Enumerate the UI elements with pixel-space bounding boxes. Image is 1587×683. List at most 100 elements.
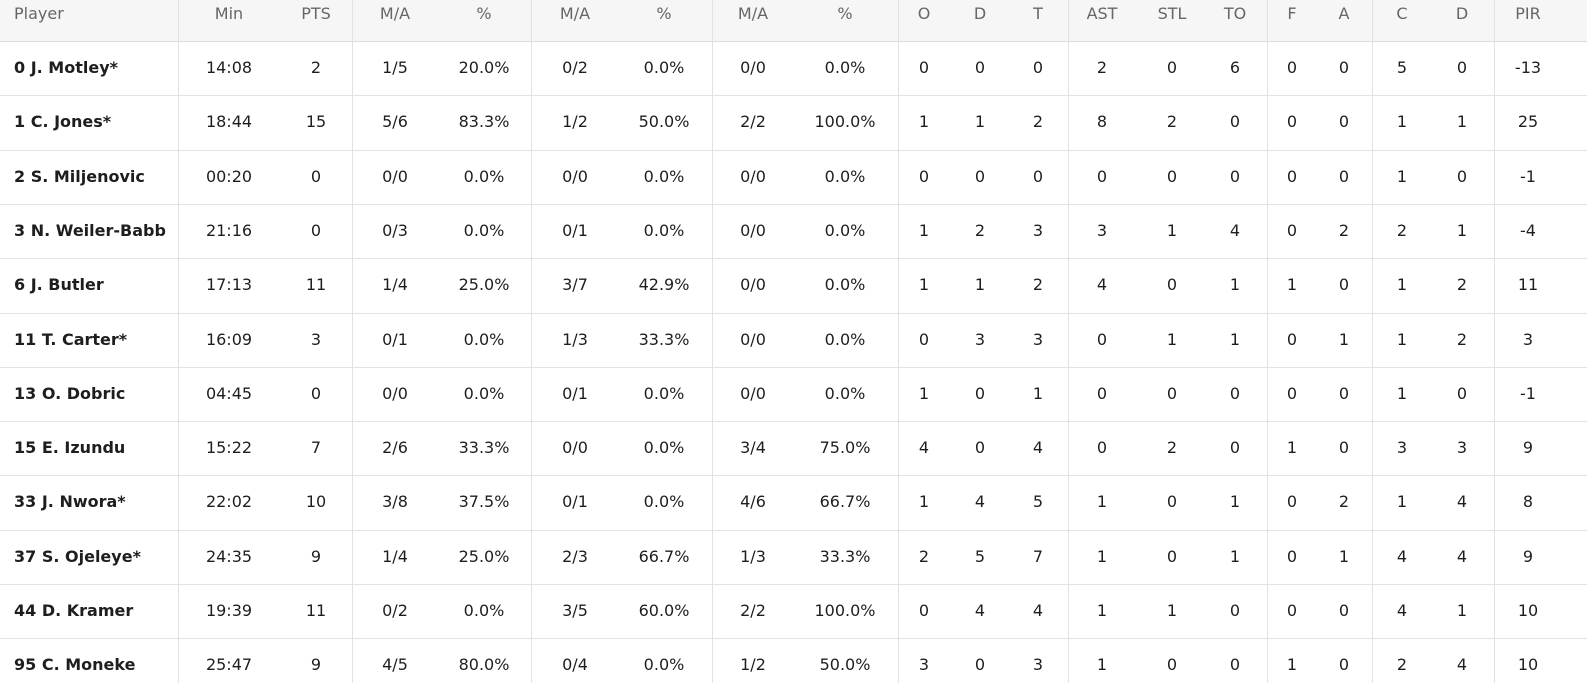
stat-cell: 2	[1032, 112, 1044, 132]
player-name: 33 J. Nwora*	[14, 492, 126, 512]
stat-cell: 0	[1286, 166, 1298, 186]
stat-cell: 2/2	[740, 112, 766, 132]
stat-cell: 0	[310, 166, 322, 186]
column-header: D	[973, 4, 987, 23]
stat-cell: 50.0%	[638, 112, 690, 132]
stat-cell: 0/0	[740, 275, 766, 295]
stat-cell: -13	[1514, 58, 1542, 77]
stat-cell: 0	[1338, 438, 1350, 458]
stat-cell: 0	[974, 655, 986, 675]
stat-cell: 0/0	[740, 383, 766, 403]
stat-cell: 1	[1032, 383, 1044, 403]
stat-cell: 1	[1456, 601, 1468, 620]
stat-cell: 04:45	[205, 383, 253, 403]
stat-cell: 0	[1338, 58, 1350, 77]
stat-cell: 1	[1229, 329, 1241, 349]
stat-cell: 1	[1338, 329, 1350, 349]
stat-cell: 0.0%	[463, 220, 505, 240]
stat-cell: 42.9%	[638, 275, 690, 295]
stat-cell: -4	[1520, 220, 1536, 240]
stat-cell: 1	[1286, 438, 1298, 458]
column-divider	[1494, 0, 1495, 683]
header-background	[0, 0, 1587, 42]
column-divider	[1267, 0, 1268, 683]
stat-cell: 10	[305, 492, 327, 512]
stat-cell: 0	[1166, 275, 1178, 295]
row-divider	[0, 95, 1587, 96]
stat-cell: 0/3	[382, 220, 408, 240]
stat-cell: 2	[1338, 492, 1350, 512]
column-divider	[1372, 0, 1373, 683]
stat-cell: 0	[1096, 438, 1108, 458]
stat-cell: 7	[310, 438, 322, 458]
stat-cell: 22:02	[205, 492, 253, 512]
stat-cell: 1	[1286, 655, 1298, 675]
stat-cell: 0	[1338, 275, 1350, 295]
stat-cell: 4	[1396, 601, 1408, 620]
stat-cell: 66.7%	[638, 546, 690, 566]
stat-cell: 4	[918, 438, 930, 458]
stat-cell: 5	[974, 546, 986, 566]
stat-cell: 0	[1096, 329, 1108, 349]
column-header: T	[1033, 4, 1043, 23]
stat-cell: 4	[974, 601, 986, 620]
stat-cell: 3/7	[562, 275, 588, 295]
stat-cell: 5	[1032, 492, 1044, 512]
stat-cell: 2	[310, 58, 322, 77]
stat-cell: 0.0%	[643, 58, 685, 77]
stat-cell: 2	[1096, 58, 1108, 77]
player-name: 6 J. Butler	[14, 275, 104, 295]
stat-cell: 2	[1456, 329, 1468, 349]
stat-cell: 0/1	[562, 383, 588, 403]
column-divider	[1068, 0, 1069, 683]
stat-cell: 1	[974, 112, 986, 132]
stat-cell: 66.7%	[819, 492, 871, 512]
row-divider	[0, 421, 1587, 422]
stat-cell: 0	[1229, 655, 1241, 675]
stat-cell: 25:47	[205, 655, 253, 675]
stat-cell: 0	[1456, 166, 1468, 186]
stat-cell: 19:39	[205, 601, 253, 620]
stat-cell: 1	[1396, 166, 1408, 186]
stat-cell: 16:09	[205, 329, 253, 349]
stat-cell: 0	[1286, 601, 1298, 620]
stat-cell: 4	[1096, 275, 1108, 295]
player-name: 13 O. Dobric	[14, 383, 126, 403]
column-header: C	[1396, 4, 1408, 23]
stat-cell: 0	[1096, 166, 1108, 186]
stat-cell: 3	[1032, 329, 1044, 349]
stat-cell: 0.0%	[824, 275, 866, 295]
stat-cell: 4	[1229, 220, 1241, 240]
stat-cell: 60.0%	[638, 601, 690, 620]
stat-cell: 0/2	[382, 601, 408, 620]
stat-cell: 0/0	[740, 220, 766, 240]
stat-cell: 75.0%	[819, 438, 871, 458]
stat-cell: 0.0%	[824, 383, 866, 403]
column-header: PTS	[301, 4, 331, 23]
stat-cell: 4	[1456, 655, 1468, 675]
stat-cell: 0/0	[740, 329, 766, 349]
row-divider	[0, 530, 1587, 531]
stat-cell: 17:13	[205, 275, 253, 295]
stat-cell: 4	[974, 492, 986, 512]
stat-cell: 1	[1456, 220, 1468, 240]
stat-cell: 0	[1456, 383, 1468, 403]
column-header: O	[917, 4, 931, 23]
column-header: F	[1287, 4, 1297, 23]
stat-cell: 4	[1396, 546, 1408, 566]
stat-cell: 21:16	[205, 220, 253, 240]
stat-cell: 2/6	[382, 438, 408, 458]
stat-cell: 2	[1166, 112, 1178, 132]
stat-cell: 3	[1522, 329, 1534, 349]
stat-cell: 0.0%	[643, 492, 685, 512]
stat-cell: 4	[1032, 438, 1044, 458]
stat-cell: 1	[1456, 112, 1468, 132]
stat-cell: 2/3	[562, 546, 588, 566]
stat-cell: 1	[1096, 601, 1108, 620]
row-divider	[0, 150, 1587, 151]
stat-cell: 0	[1338, 655, 1350, 675]
stat-cell: 1	[918, 492, 930, 512]
stat-cell: 11	[305, 275, 327, 295]
stat-cell: 0	[918, 166, 930, 186]
